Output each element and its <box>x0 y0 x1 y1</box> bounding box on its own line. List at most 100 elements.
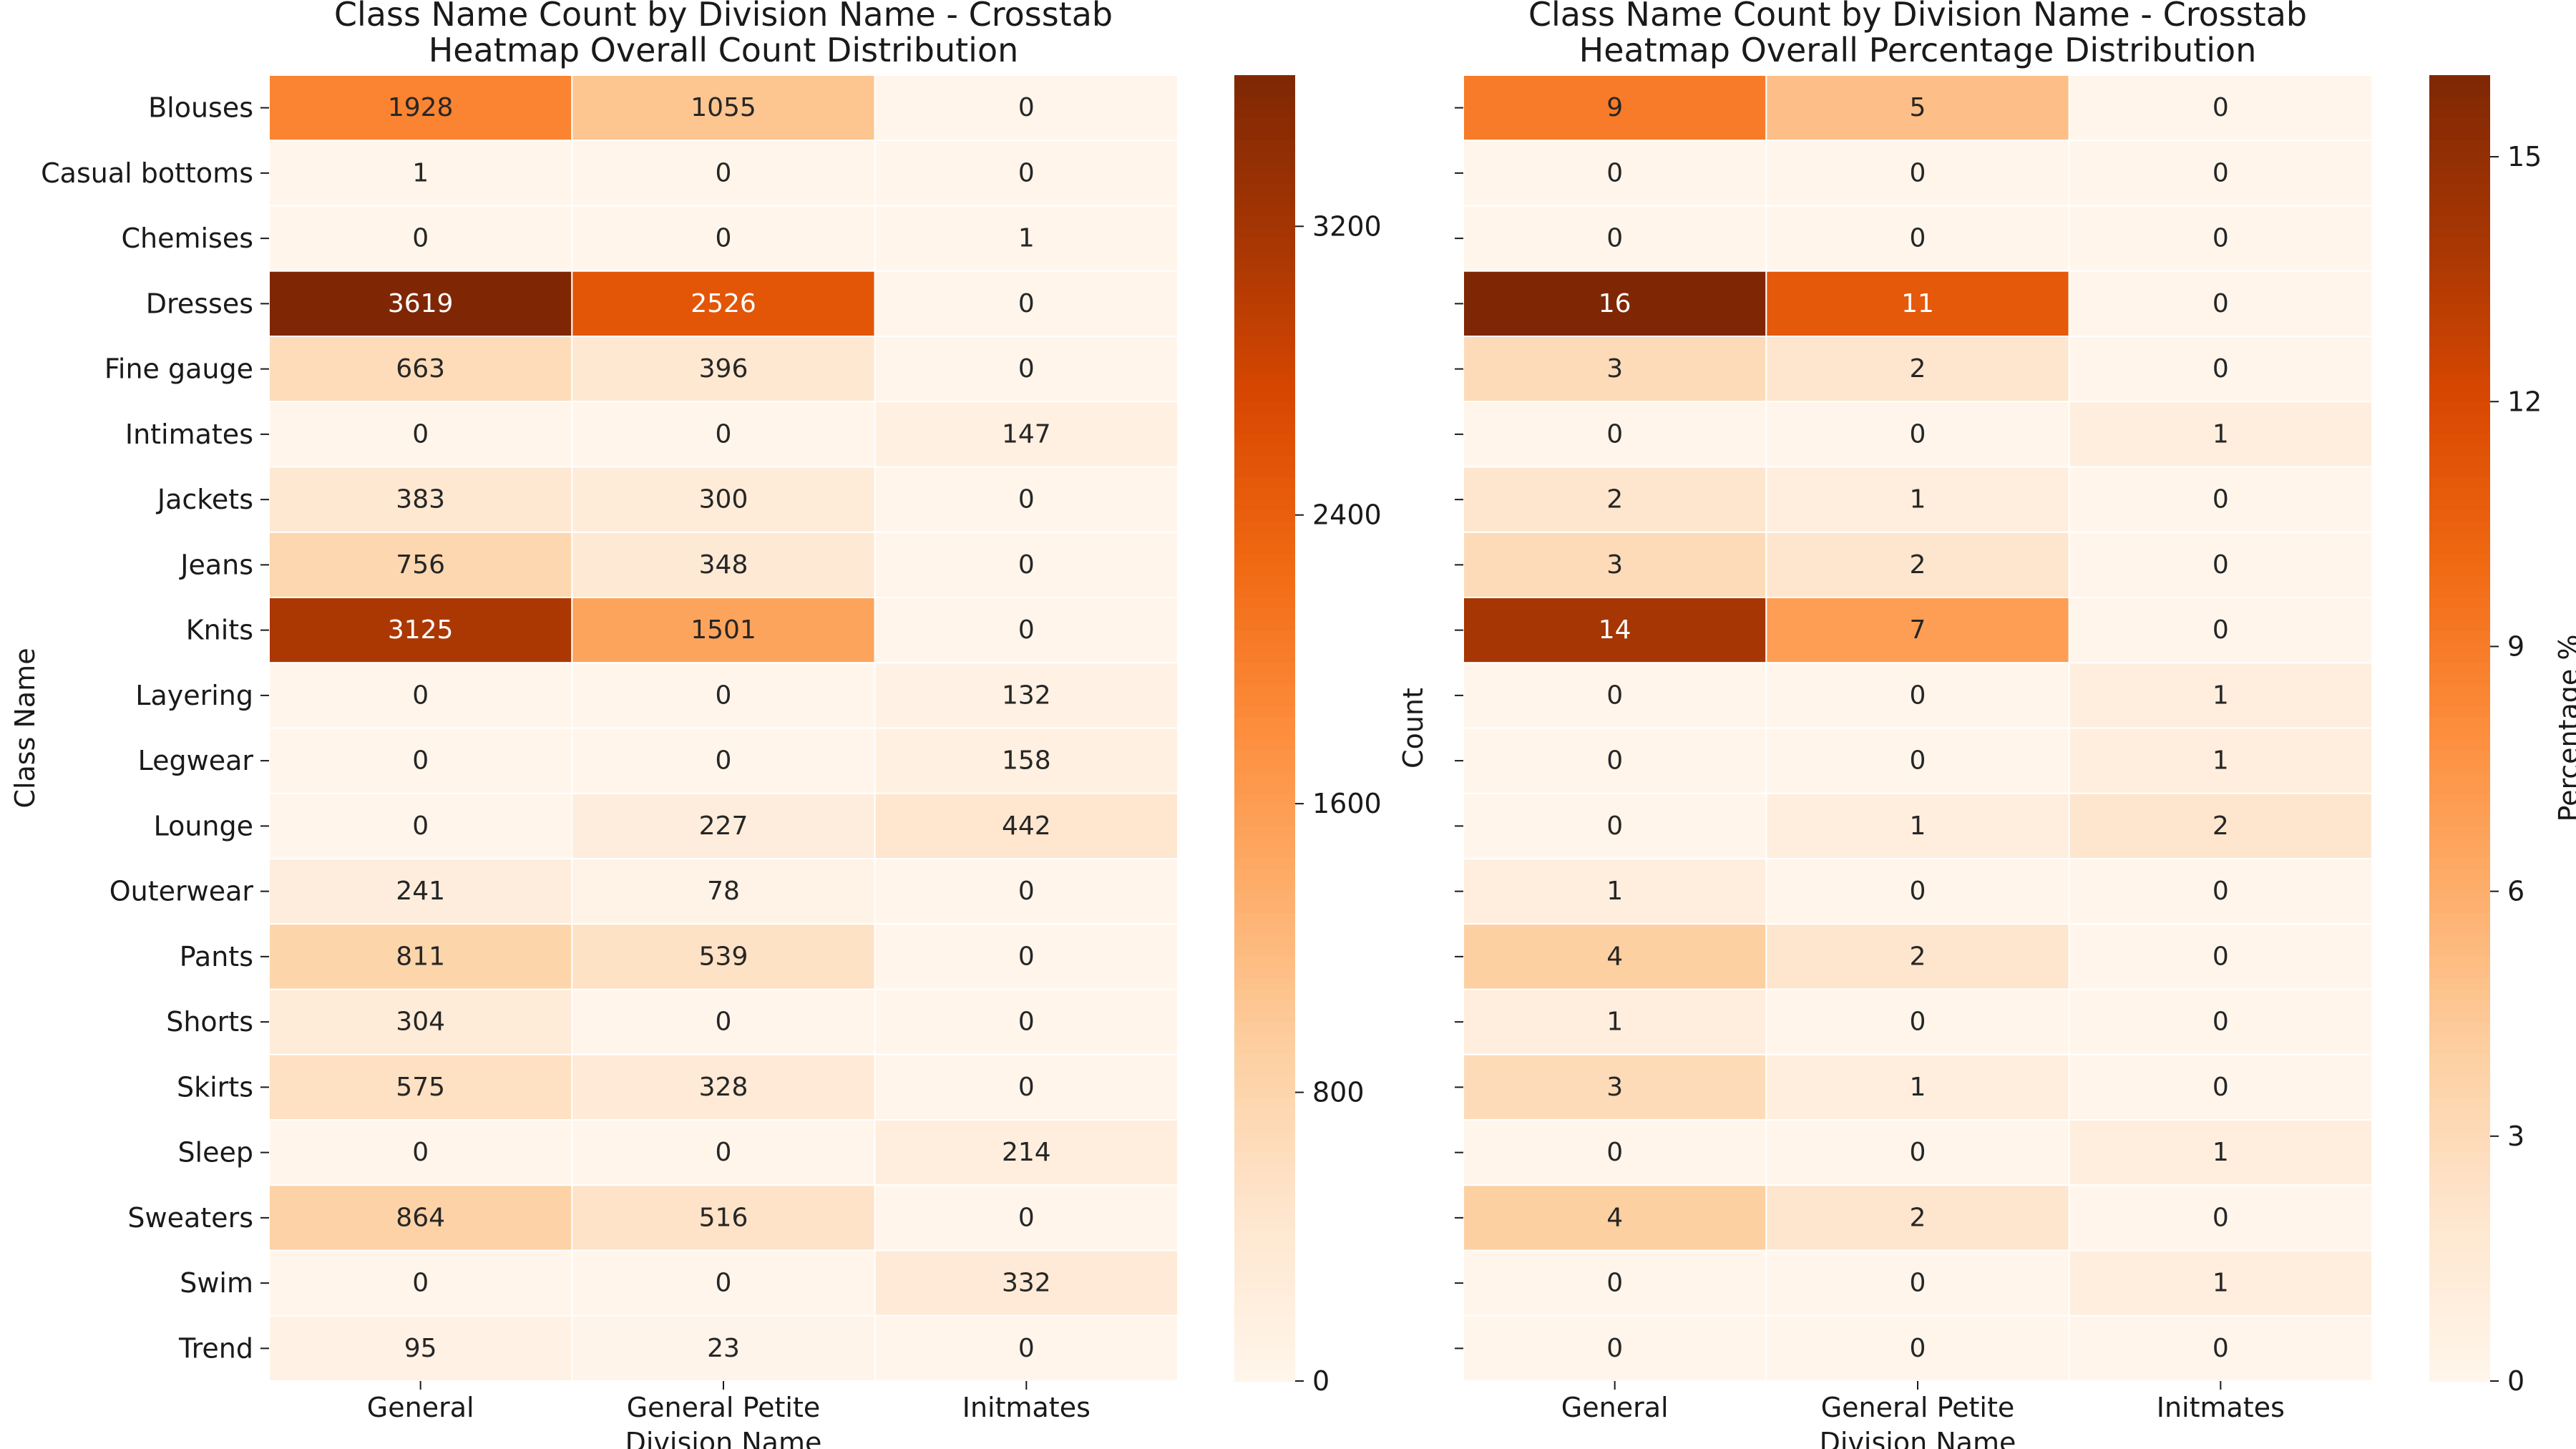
heatmap-1-colorbar-segment <box>1234 771 1295 784</box>
heatmap-1-colorbar-segment <box>1234 1163 1295 1176</box>
heatmap-2-colorbar-segment <box>2429 956 2490 969</box>
heatmap-2-colorbar-segment <box>2429 695 2490 708</box>
heatmap-2-cell-label: 1 <box>2212 419 2229 449</box>
heatmap-1-colorbar-segment <box>1234 281 1295 294</box>
heatmap-1-colorbar-segment <box>1234 75 1295 87</box>
heatmap-1-colorbar-segment <box>1234 804 1295 816</box>
heatmap-2-colorbar-tick-label: 12 <box>2507 386 2542 417</box>
heatmap-1-xtick-label: General <box>367 1392 474 1423</box>
heatmap-1-cell-swim-general <box>268 1249 573 1317</box>
heatmap-2-colorbar-segment <box>2429 293 2490 305</box>
heatmap-2-colorbar-segment <box>2429 151 2490 163</box>
heatmap-1-colorbar-segment <box>1234 260 1295 272</box>
heatmap-2-colorbar-segment <box>2429 130 2490 142</box>
heatmap-1-cell-label: 396 <box>699 354 748 384</box>
heatmap-1-colorbar-segment <box>1234 695 1295 708</box>
heatmap-2-cell-label: 0 <box>1606 1334 1623 1363</box>
heatmap-2-colorbar-segment <box>2429 880 2490 892</box>
heatmap-1-cell-jackets-general-petite <box>571 466 876 533</box>
heatmap-2-cell-label: 0 <box>1606 158 1623 187</box>
heatmap-1-cell-jeans-general <box>268 531 573 598</box>
heatmap-2-cell-label: 16 <box>1599 289 1631 318</box>
heatmap-2-cell-label: 1 <box>2212 680 2229 710</box>
heatmap-2-cell-label: 4 <box>1606 1203 1623 1232</box>
heatmap-2-cell-label: 2 <box>1910 550 1926 580</box>
heatmap-1-colorbar-segment <box>1234 86 1295 98</box>
heatmap-1-ytick-label: Swim <box>180 1267 253 1299</box>
heatmap-2-colorbar-segment <box>2429 673 2490 686</box>
heatmap-1-colorbar-segment <box>1234 510 1295 522</box>
heatmap-1-colorbar-segment <box>1234 913 1295 925</box>
heatmap-2-cell-blouses-initmates <box>2068 74 2373 142</box>
heatmap-1-colorbar-segment <box>1234 401 1295 414</box>
heatmap-2-colorbar-tick-label: 9 <box>2507 630 2524 662</box>
heatmap-2-colorbar-segment <box>2429 184 2490 196</box>
heatmap-1-colorbar-tick-label: 2400 <box>1312 499 1382 531</box>
heatmap-1-cell-fine-gauge-general-petite <box>571 336 876 403</box>
heatmap-1-colorbar-segment <box>1234 630 1295 642</box>
heatmap-1-colorbar-segment <box>1234 379 1295 392</box>
heatmap-1-cell-knits-general <box>268 597 573 664</box>
heatmap-2-cell-label: 4 <box>1606 942 1623 971</box>
heatmap-2-cell-label: 0 <box>2212 1008 2229 1037</box>
heatmap-2-colorbar-segment <box>2429 749 2490 762</box>
heatmap-2-colorbar-segment <box>2429 521 2490 533</box>
heatmap-2-colorbar-tick-label: 3 <box>2507 1121 2524 1152</box>
heatmap-1-cell-label: 158 <box>1002 746 1051 776</box>
heatmap-1-colorbar-segment <box>1234 847 1295 859</box>
heatmap-1-cell-label: 0 <box>412 419 429 449</box>
heatmap-2-cell-label: 0 <box>2212 354 2229 384</box>
heatmap-1-cell-layering-initmates <box>874 662 1179 729</box>
heatmap-1-xlabel: Division Name <box>625 1427 822 1449</box>
heatmap-2-colorbar-segment <box>2429 1141 2490 1153</box>
heatmap-1-cell-label: 756 <box>396 550 445 580</box>
heatmap-2-colorbar-segment <box>2429 706 2490 718</box>
heatmap-1-colorbar-segment <box>1234 172 1295 185</box>
heatmap-2-cell-label: 0 <box>2212 1334 2229 1363</box>
heatmap-2-colorbar-segment <box>2429 826 2490 838</box>
heatmap-2-colorbar-segment <box>2429 1196 2490 1208</box>
heatmap-1-colorbar-segment <box>1234 303 1295 316</box>
heatmap-2-colorbar-segment <box>2429 902 2490 914</box>
heatmap-1-xtick-label: Initmates <box>962 1392 1091 1423</box>
heatmap-2-cell-label: 1 <box>1606 1008 1623 1037</box>
heatmap-2-cell-trend-general-petite <box>1765 1314 2070 1382</box>
heatmap-1-cell-skirts-general-petite <box>571 1053 876 1121</box>
heatmap-1-colorbar-segment <box>1234 761 1295 773</box>
heatmap-2-cell-lounge-general <box>1463 792 1767 859</box>
heatmap-1-ytick-label: Pants <box>180 941 253 972</box>
heatmap-2-colorbar-segment <box>2429 1250 2490 1262</box>
heatmap-2-colorbar-segment <box>2429 989 2490 1001</box>
heatmap-2-colorbar-segment <box>2429 728 2490 740</box>
heatmap-2-colorbar-segment <box>2429 86 2490 98</box>
heatmap-1-colorbar-segment <box>1234 978 1295 990</box>
heatmap-1-colorbar-segment <box>1234 1272 1295 1284</box>
heatmap-2-colorbar-segment <box>2429 238 2490 250</box>
heatmap-2-colorbar-segment <box>2429 391 2490 403</box>
heatmap-1-colorbar-segment <box>1234 130 1295 142</box>
heatmap-2-colorbar-segment <box>2429 793 2490 805</box>
heatmap-2-colorbar-segment <box>2429 1043 2490 1055</box>
heatmap-2-colorbar-segment <box>2429 836 2490 849</box>
heatmap-1-cell-label: 0 <box>716 1269 732 1298</box>
heatmap-1-cell-label: 811 <box>396 942 445 971</box>
heatmap-1-cell-lounge-initmates <box>874 792 1179 859</box>
heatmap-2-colorbar-segment <box>2429 314 2490 326</box>
heatmap-1-colorbar-segment <box>1234 118 1295 131</box>
heatmap-1-cell-skirts-general <box>268 1053 573 1121</box>
heatmap-1-colorbar-segment <box>1234 1131 1295 1143</box>
heatmap-2-colorbar-segment <box>2429 1108 2490 1121</box>
heatmap-2-title-line: Heatmap Overall Percentage Distribution <box>1579 31 2257 69</box>
heatmap-1-cell-label: 1928 <box>388 93 454 122</box>
heatmap-1-colorbar-segment <box>1234 140 1295 152</box>
heatmap-1-colorbar-segment <box>1234 902 1295 914</box>
heatmap-1-cell-label: 1 <box>1018 224 1035 253</box>
heatmap-1-cell-label: 864 <box>396 1203 445 1232</box>
heatmap-1-cell-label: 0 <box>1018 1073 1035 1102</box>
heatmap-2-cell-label: 2 <box>2212 811 2229 841</box>
heatmap-2-colorbar-segment <box>2429 303 2490 316</box>
heatmap-1-colorbar-segment <box>1234 1229 1295 1241</box>
heatmap-1-cell-intimates-initmates <box>874 401 1179 468</box>
heatmap-1-ytick-label: Sweaters <box>127 1202 253 1234</box>
heatmap-2-cell-label: 11 <box>1901 289 1934 318</box>
